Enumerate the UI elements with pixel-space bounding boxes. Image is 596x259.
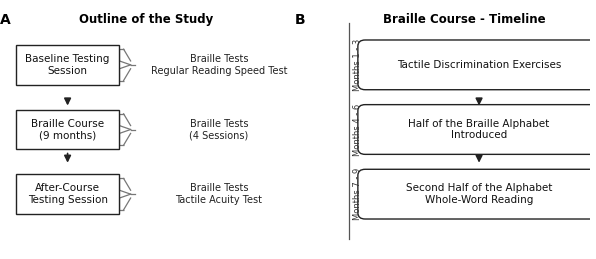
Text: Braille Course - Timeline: Braille Course - Timeline [383, 13, 546, 26]
Text: Months 4 - 6: Months 4 - 6 [353, 103, 362, 156]
Text: Half of the Braille Alphabet
Introduced: Half of the Braille Alphabet Introduced [408, 119, 550, 140]
Text: After-Course
Testing Session: After-Course Testing Session [27, 183, 108, 205]
Text: Tactile Discrimination Exercises: Tactile Discrimination Exercises [397, 60, 561, 70]
Text: Months 1 - 3: Months 1 - 3 [353, 39, 362, 91]
Text: B: B [295, 13, 306, 27]
Text: Braille Course
(9 months): Braille Course (9 months) [31, 119, 104, 140]
FancyBboxPatch shape [358, 105, 596, 154]
Text: Months 7 - 9: Months 7 - 9 [353, 168, 362, 220]
Text: Braille Tests
Regular Reading Speed Test: Braille Tests Regular Reading Speed Test [151, 54, 287, 76]
FancyBboxPatch shape [15, 174, 119, 214]
FancyBboxPatch shape [358, 40, 596, 90]
Text: Baseline Testing
Session: Baseline Testing Session [26, 54, 110, 76]
FancyBboxPatch shape [15, 45, 119, 85]
Text: Outline of the Study: Outline of the Study [79, 13, 213, 26]
Text: A: A [1, 13, 11, 27]
Text: Braille Tests
Tactile Acuity Test: Braille Tests Tactile Acuity Test [175, 183, 262, 205]
FancyBboxPatch shape [358, 169, 596, 219]
Text: Braille Tests
(4 Sessions): Braille Tests (4 Sessions) [189, 119, 249, 140]
FancyBboxPatch shape [15, 110, 119, 149]
Text: Second Half of the Alphabet
Whole-Word Reading: Second Half of the Alphabet Whole-Word R… [406, 183, 552, 205]
